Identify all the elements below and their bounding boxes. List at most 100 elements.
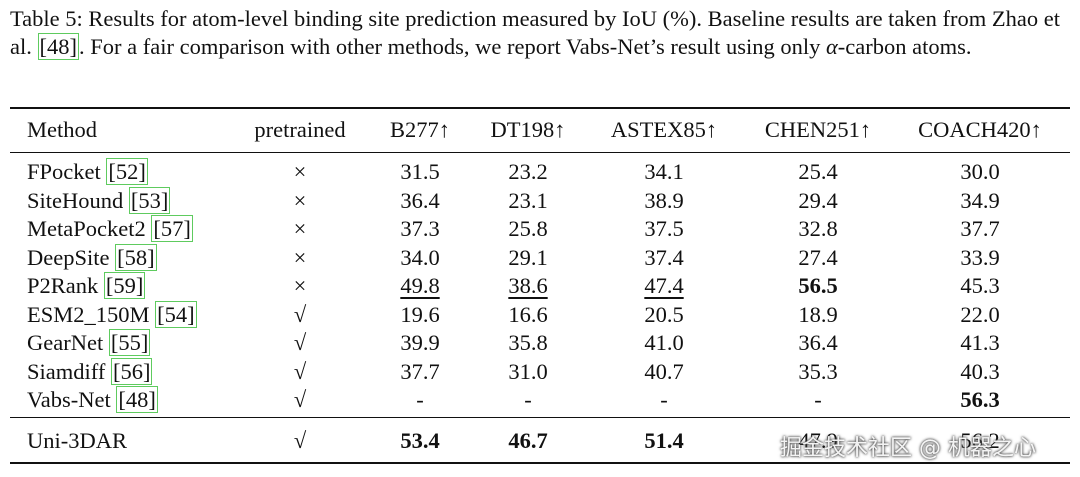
column-header: DT198↑: [490, 117, 566, 142]
method-name: ESM2_150M: [27, 301, 150, 327]
value-cell: 53.4: [400, 428, 440, 453]
citation: [55]: [108, 329, 151, 356]
pretrained-cell: ×: [293, 159, 307, 184]
method-cell: MetaPocket2 [57]: [27, 215, 193, 242]
value-cell: 29.4: [798, 187, 838, 213]
pretrained-cell: ×: [293, 187, 307, 213]
value-cell: 35.8: [508, 330, 548, 355]
value-cell: 56.2: [960, 428, 1000, 453]
citation: [52]: [106, 158, 148, 185]
method-name: DeepSite: [27, 244, 110, 270]
citation: [58]: [115, 243, 157, 271]
value-cell: 25.8: [508, 216, 548, 241]
value-cell: 37.5: [644, 216, 684, 241]
value-cell: 39.9: [400, 330, 440, 355]
pretrained-cell: √: [293, 358, 307, 384]
value-cell: 36.4: [400, 187, 440, 213]
caption-text: Table 5: Results for atom-level binding …: [10, 6, 1060, 59]
pretrained-cell: √: [293, 428, 307, 453]
method-name: Siamdiff: [27, 358, 106, 384]
value-cell: 22.0: [960, 301, 1000, 327]
citation: [48]: [116, 386, 158, 413]
value-cell: 16.6: [508, 301, 548, 327]
method-cell: DeepSite [58]: [27, 243, 157, 271]
method-name: SiteHound: [27, 187, 124, 213]
value-cell: 30.0: [960, 159, 1000, 184]
value-cell: 31.5: [400, 159, 440, 184]
value-cell: 41.0: [644, 330, 684, 355]
column-header: COACH420↑: [918, 117, 1042, 142]
value-cell: 37.4: [644, 244, 684, 270]
value-cell: 38.9: [644, 187, 684, 213]
caption-text: . For a fair comparison with other metho…: [79, 34, 826, 59]
watermark: 掘金技术社区 @ 机器之心: [780, 436, 1036, 461]
citation: [48]: [37, 33, 79, 60]
value-cell: 49.8: [400, 273, 440, 298]
method-cell: Vabs-Net [48]: [27, 386, 158, 413]
value-cell: -: [524, 387, 532, 412]
value-cell: 40.3: [960, 358, 1000, 384]
value-cell: 37.3: [400, 216, 440, 241]
method-name: MetaPocket2: [27, 216, 146, 241]
column-header: Method: [27, 117, 97, 142]
citation: [57]: [151, 215, 193, 242]
value-cell: 37.7: [400, 358, 440, 384]
caption-text: -carbon atoms.: [837, 34, 972, 59]
value-cell: 56.3: [960, 387, 1000, 412]
citation: [53]: [128, 186, 171, 214]
mid-rule: [10, 152, 1070, 153]
value-cell: 47.9: [798, 428, 838, 453]
value-cell: 31.0: [508, 358, 548, 384]
method-name: GearNet: [27, 330, 104, 355]
citation: [56]: [110, 357, 153, 385]
mid-rule: [10, 417, 1070, 418]
value-cell: 51.4: [644, 428, 684, 453]
value-cell: 41.3: [960, 330, 1000, 355]
method-cell: P2Rank [59]: [27, 272, 146, 299]
value-cell: 56.5: [798, 273, 838, 298]
pretrained-cell: ×: [293, 273, 307, 298]
value-cell: 36.4: [798, 330, 838, 355]
pretrained-cell: ×: [293, 244, 307, 270]
citation: [54]: [155, 300, 197, 328]
value-cell: 19.6: [400, 301, 440, 327]
column-header: CHEN251↑: [764, 117, 872, 142]
value-cell: 35.3: [798, 358, 838, 384]
value-cell: 47.4: [644, 273, 684, 298]
value-cell: 18.9: [798, 301, 838, 327]
method-name: Vabs-Net: [27, 387, 111, 412]
symbol: α: [825, 34, 838, 59]
column-header: pretrained: [254, 117, 346, 142]
method-cell: Siamdiff [56]: [27, 357, 153, 385]
value-cell: 38.6: [508, 273, 548, 298]
pretrained-cell: √: [293, 387, 307, 412]
bottom-rule: [10, 462, 1070, 464]
citation: [59]: [103, 272, 146, 299]
value-cell: -: [416, 387, 424, 412]
method-cell: GearNet [55]: [27, 329, 151, 356]
value-cell: 34.1: [644, 159, 684, 184]
value-cell: 32.8: [798, 216, 838, 241]
pretrained-cell: √: [293, 301, 307, 327]
method-cell: Uni-3DAR: [27, 428, 127, 453]
value-cell: 34.9: [960, 187, 1000, 213]
value-cell: 37.7: [960, 216, 1000, 241]
value-cell: 29.1: [508, 244, 548, 270]
value-cell: 40.7: [644, 358, 684, 384]
value-cell: 45.3: [960, 273, 1000, 298]
method-cell: SiteHound [53]: [27, 186, 171, 214]
value-cell: 34.0: [400, 244, 440, 270]
column-header: ASTEX85↑: [610, 117, 718, 142]
value-cell: 25.4: [798, 159, 838, 184]
value-cell: 23.2: [508, 159, 548, 184]
column-header: B277↑: [389, 117, 451, 142]
value-cell: -: [814, 387, 822, 412]
value-cell: 23.1: [508, 187, 548, 213]
method-name: FPocket: [27, 159, 101, 184]
value-cell: 27.4: [798, 244, 838, 270]
pretrained-cell: √: [293, 330, 307, 355]
method-cell: ESM2_150M [54]: [27, 300, 197, 328]
value-cell: 20.5: [644, 301, 684, 327]
method-cell: FPocket [52]: [27, 158, 148, 185]
